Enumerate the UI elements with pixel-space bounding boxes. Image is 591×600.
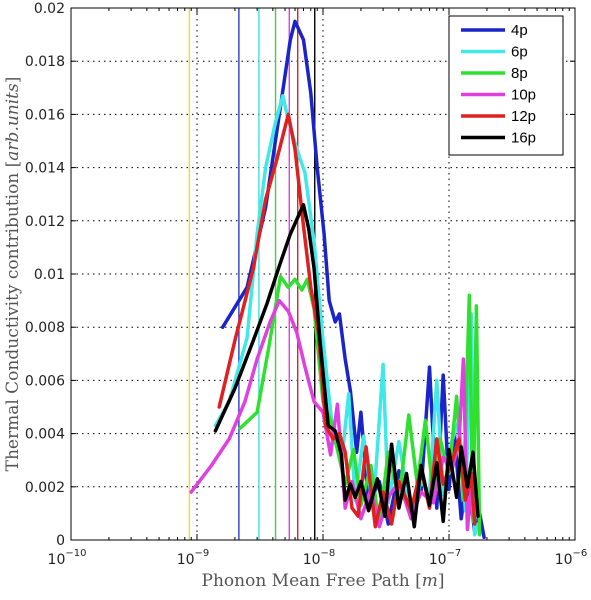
y-tick-label: 0.002 — [25, 480, 65, 496]
x-tick-label: 10−7 — [429, 548, 462, 568]
legend-label: 12p — [511, 108, 536, 125]
y-tick-label: 0.006 — [25, 373, 65, 389]
x-tick-label: 10−10 — [48, 548, 87, 568]
y-tick-label: 0.008 — [25, 320, 65, 336]
legend: 4p 6p 8p 10p 12p 16p — [449, 16, 563, 155]
x-tick-label: 10−8 — [303, 548, 336, 568]
y-tick-label: 0.018 — [25, 54, 65, 70]
y-tick-label: 0.004 — [25, 427, 65, 443]
y-tick-label: 0 — [56, 533, 65, 549]
legend-label: 4p — [511, 22, 528, 39]
y-tick-label: 0.01 — [34, 267, 65, 283]
y-tick-label: 0.012 — [25, 214, 65, 230]
x-axis-title: Phonon Mean Free Path [m] — [202, 571, 445, 591]
x-tick-label: 10−6 — [555, 548, 588, 568]
y-tick-label: 0.02 — [34, 1, 65, 17]
y-tick-label: 0.016 — [25, 107, 65, 123]
y-tick-label: 0.014 — [25, 161, 65, 177]
legend-label: 8p — [511, 65, 528, 82]
legend-label: 6p — [511, 44, 528, 61]
x-tick-label: 10−9 — [177, 548, 210, 568]
legend-label: 16p — [511, 130, 536, 147]
legend-box — [449, 16, 563, 155]
legend-label: 10p — [511, 87, 536, 104]
y-axis-title: Thermal Conductivity contribution [arb.u… — [3, 77, 23, 472]
